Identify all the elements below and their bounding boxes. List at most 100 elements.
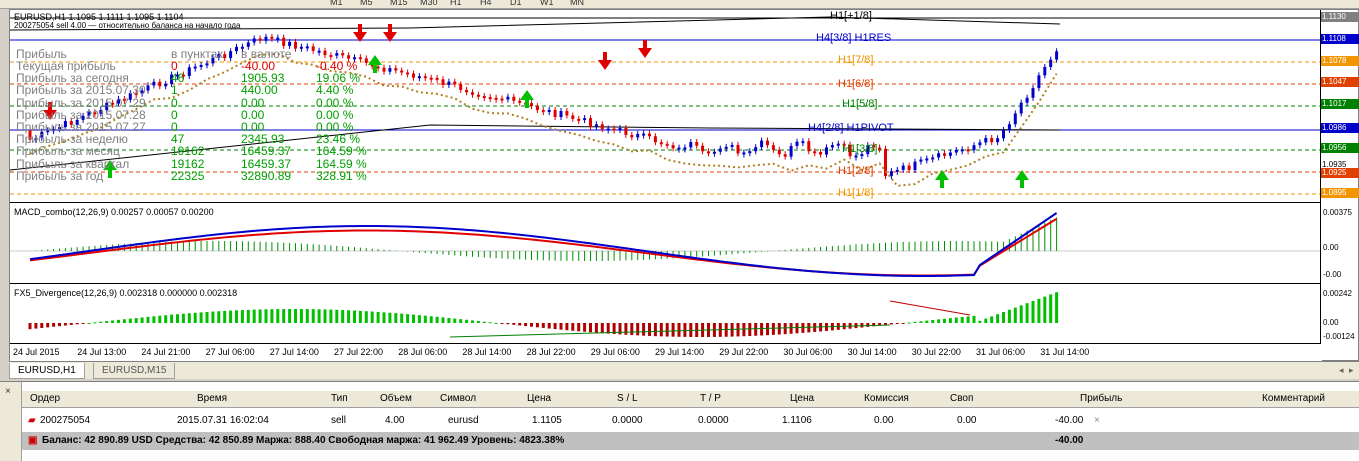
tab-eurusd-h1[interactable]: EURUSD,H1	[9, 363, 85, 379]
fx5-bar	[240, 310, 244, 323]
candle	[547, 109, 551, 113]
time-tick: 24 Jul 21:00	[141, 347, 191, 357]
fx5-bar	[777, 323, 781, 335]
candle	[913, 161, 917, 171]
candle	[128, 93, 132, 100]
fx5-bar	[872, 323, 876, 327]
fx5-bar	[589, 323, 592, 333]
fx5-bar	[547, 323, 551, 329]
candle	[382, 67, 386, 72]
tab-eurusd-m15[interactable]: EURUSD,M15	[93, 363, 176, 379]
fx5-bar	[488, 322, 492, 324]
timeframe-m5[interactable]: M5	[360, 0, 373, 7]
order-swap: 0.00	[957, 415, 977, 426]
timeframe-m1[interactable]: M1	[330, 0, 343, 7]
order-sl[interactable]: 0.0000	[612, 415, 643, 426]
candle	[323, 50, 327, 56]
fx5-bar	[117, 319, 120, 323]
column-header[interactable]: Объем	[380, 393, 412, 404]
arrow-stem	[643, 40, 647, 48]
fx5-bar	[954, 317, 958, 323]
fx5-bar	[52, 323, 56, 327]
profit-currency: 16459.37	[241, 144, 292, 159]
column-header[interactable]: Прибыль	[1080, 393, 1123, 404]
candle	[789, 145, 793, 157]
close-icon[interactable]: ×	[5, 386, 11, 397]
timeframe-m30[interactable]: M30	[420, 0, 438, 7]
fx5-bar	[659, 323, 663, 337]
murrey-level-label: H1[7/8]	[838, 54, 874, 66]
candle	[512, 96, 516, 101]
profit-label: Прибыль за месяц	[16, 144, 120, 159]
candle	[783, 154, 787, 157]
candle	[181, 74, 185, 77]
fx5-bar	[612, 323, 616, 335]
candle	[842, 143, 846, 146]
fx5-bar	[400, 313, 404, 323]
fx5-pane[interactable]: FX5_Divergence(12,26,9) 0.002318 0.00000…	[10, 287, 1322, 344]
tab-scroll-right-icon[interactable]: ▸	[1349, 365, 1354, 375]
fx5-bar	[1037, 298, 1041, 323]
candle	[1031, 88, 1035, 98]
fx5-bar	[264, 309, 268, 323]
fx5-bar	[382, 312, 386, 323]
column-header[interactable]: Ордер	[30, 393, 61, 404]
timeframe-mn[interactable]: MN	[570, 0, 584, 7]
chart-window[interactable]: EURUSD,H1 1.1095 1.1111 1.1095 1.1104 20…	[9, 9, 1359, 361]
column-header[interactable]: Время	[197, 393, 228, 404]
timeframe-m15[interactable]: M15	[390, 0, 408, 7]
column-header[interactable]: Комментарий	[1262, 393, 1325, 404]
fx5-bar	[412, 314, 415, 323]
candle	[170, 74, 174, 84]
candle	[712, 151, 716, 154]
candle	[394, 68, 398, 71]
column-header[interactable]: Символ	[440, 393, 477, 404]
timeframe-d1[interactable]: D1	[510, 0, 522, 7]
fx5-bar	[459, 319, 463, 323]
order-tp[interactable]: 0.0000	[698, 415, 729, 426]
timeframe-w1[interactable]: W1	[540, 0, 554, 7]
macd-title: MACD_combo(12,26,9) 0.00257 0.00057 0.00…	[14, 207, 214, 217]
profit-row: Прибыль за квартал 19162 16459.37 164.59 %	[16, 158, 396, 170]
time-tick: 30 Jul 06:00	[783, 347, 833, 357]
candle	[400, 70, 404, 73]
candle	[412, 73, 415, 78]
profit-points: 0	[171, 59, 178, 73]
column-header[interactable]: Цена	[527, 393, 552, 404]
close-order-icon[interactable]: ×	[1094, 415, 1100, 426]
timeframe-h1[interactable]: H1	[450, 0, 462, 7]
column-header[interactable]: Цена	[790, 393, 815, 404]
candle	[465, 89, 469, 93]
table-row[interactable]: ▰ 200275054 2015.07.31 16:02:04 sell 4.0…	[22, 412, 1359, 430]
profit-row: Прибыль за год 22325 32890.89 328.91 %	[16, 170, 396, 182]
timeframe-h4[interactable]: H4	[480, 0, 492, 7]
fx5-bar	[1019, 305, 1023, 323]
terminal-side-strip: ×	[0, 382, 22, 461]
candle	[1049, 59, 1053, 67]
column-header[interactable]: T / P	[700, 393, 721, 404]
column-header[interactable]: Комиссия	[864, 393, 909, 404]
price-scale[interactable]: 1.1130 1.1108 1.1078 1.1047 1.1017 1.0986 1.09…	[1320, 10, 1359, 344]
candle	[423, 76, 427, 79]
candle	[630, 134, 634, 138]
tab-scroll-left-icon[interactable]: ◂	[1339, 365, 1344, 375]
candle	[205, 63, 209, 66]
buy-arrow-icon	[103, 160, 117, 170]
candle	[134, 93, 138, 96]
candle	[801, 141, 805, 144]
fx5-bar	[158, 315, 162, 323]
column-header[interactable]: Своп	[950, 393, 974, 404]
candle	[111, 102, 115, 105]
candle	[553, 109, 557, 118]
candle	[282, 37, 286, 46]
fx5-bar	[518, 323, 522, 326]
column-header[interactable]: Тип	[331, 393, 348, 404]
column-header[interactable]: S / L	[617, 393, 638, 404]
candle	[878, 147, 882, 150]
fx5-bar	[181, 313, 185, 323]
macd-pane[interactable]: MACD_combo(12,26,9) 0.00257 0.00057 0.00…	[10, 206, 1322, 284]
fx5-bar	[128, 318, 132, 323]
fx5-bar	[353, 310, 356, 323]
price-pane[interactable]: EURUSD,H1 1.1095 1.1111 1.1095 1.1104 20…	[10, 10, 1322, 203]
